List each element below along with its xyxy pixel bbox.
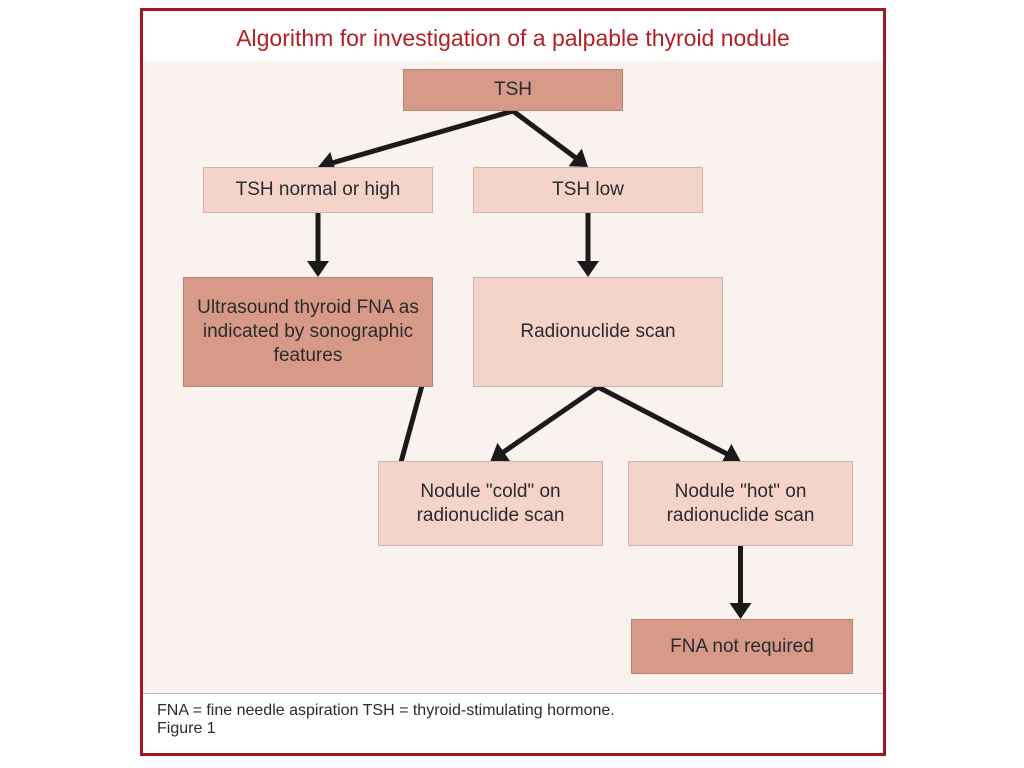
footer-figure: Figure 1 [157,720,869,738]
node-fna_not: FNA not required [631,619,853,674]
node-radio: Radionuclide scan [473,277,723,387]
footer-defs: FNA = fine needle aspiration TSH = thyro… [157,702,869,720]
diagram-frame: Algorithm for investigation of a palpabl… [140,8,886,756]
node-cold: Nodule "cold" on radionuclide scan [378,461,603,546]
node-us_fna: Ultrasound thyroid FNA as indicated by s… [183,277,433,387]
node-tsh_low: TSH low [473,167,703,213]
canvas: Algorithm for investigation of a palpabl… [0,0,1024,768]
node-hot: Nodule "hot" on radionuclide scan [628,461,853,546]
node-tsh: TSH [403,69,623,111]
node-tsh_nh: TSH normal or high [203,167,433,213]
flow-area: TSH TSH normal or high TSH low Ultrasound t… [143,61,883,693]
footer: FNA = fine needle aspiration TSH = thyro… [143,693,883,753]
diagram-title: Algorithm for investigation of a palpabl… [143,25,883,52]
